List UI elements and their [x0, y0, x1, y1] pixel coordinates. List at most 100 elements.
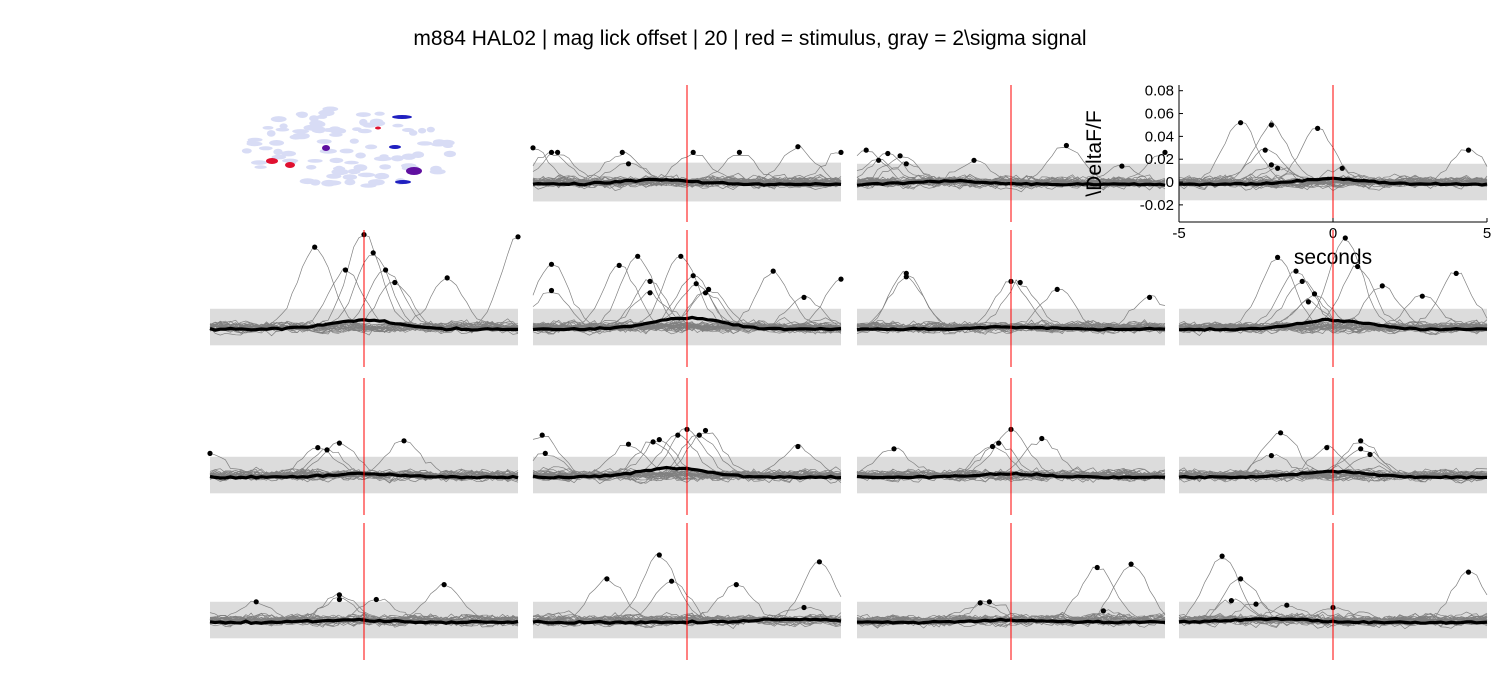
peak-marker: [690, 149, 696, 155]
peak-marker: [1094, 564, 1100, 571]
cell-blob-highlight: [402, 128, 414, 132]
peak-marker: [656, 552, 662, 558]
cell-blob: [344, 179, 356, 186]
peak-marker: [336, 440, 342, 446]
peak-marker: [816, 559, 823, 565]
peak-marker: [903, 161, 909, 167]
peak-marker: [863, 147, 869, 153]
cell-blob: [246, 140, 257, 144]
cell-blob: [429, 169, 446, 175]
y-tick-label: -0.02: [1140, 197, 1174, 214]
cell-blob: [344, 160, 359, 165]
peak-marker: [1039, 435, 1045, 442]
peak-marker: [678, 253, 684, 259]
peak-marker: [555, 149, 561, 155]
cell-blob: [307, 159, 323, 163]
x-tick-label: -5: [1172, 225, 1185, 242]
cell-blob-highlight: [285, 162, 295, 168]
peak-marker: [1275, 165, 1281, 171]
panel-15: [856, 523, 1166, 660]
peak-marker: [1311, 291, 1318, 297]
panel-16: [1178, 523, 1488, 660]
peak-marker: [315, 445, 321, 451]
cell-blob: [362, 122, 377, 128]
peak-marker: [542, 450, 548, 456]
peak-marker: [1017, 279, 1023, 286]
cell-blob: [374, 111, 385, 116]
peak-marker: [903, 274, 909, 280]
panel-1: [241, 106, 456, 188]
cell-blob: [358, 128, 372, 134]
peak-marker: [625, 441, 632, 447]
cell-blob: [271, 154, 287, 160]
cell-blob: [273, 148, 283, 156]
panel-8: [1178, 230, 1488, 367]
peak-marker: [1355, 263, 1361, 270]
y-tick-label: 0.06: [1145, 106, 1174, 123]
cell-blob: [417, 141, 433, 146]
cell-blob-highlight: [406, 167, 422, 175]
peak-marker: [548, 287, 555, 294]
peak-marker: [690, 273, 696, 279]
peak-marker: [795, 144, 801, 150]
cell-blob: [241, 148, 252, 154]
peak-marker: [1284, 602, 1290, 608]
peak-marker: [1278, 430, 1284, 436]
cell-blob: [281, 150, 296, 157]
cell-blob-highlight: [322, 145, 330, 151]
figure-title: m884 HAL02 | mag lick offset | 20 | red …: [413, 27, 1086, 50]
peak-marker: [876, 157, 882, 163]
cell-blob-highlight: [392, 115, 412, 119]
peak-marker: [619, 149, 625, 155]
cell-blob: [392, 123, 404, 128]
peak-marker: [669, 578, 675, 584]
peak-marker: [616, 262, 622, 268]
x-tick-label: 5: [1483, 225, 1491, 242]
peak-marker: [702, 290, 709, 296]
cell-blob: [334, 165, 344, 170]
peak-marker: [1358, 438, 1364, 444]
peak-marker: [989, 443, 996, 450]
panel-13: [209, 523, 519, 660]
panel-10: [532, 378, 842, 515]
peak-marker: [656, 437, 662, 443]
peak-marker: [971, 157, 977, 163]
y-tick-label: 0.02: [1145, 151, 1174, 168]
peak-marker: [1219, 553, 1225, 559]
peak-marker: [693, 281, 699, 287]
peak-marker: [342, 267, 349, 273]
cell-blob: [352, 127, 362, 131]
peak-marker: [1465, 569, 1472, 575]
peak-marker: [1162, 149, 1168, 155]
peak-marker: [336, 596, 342, 603]
peak-marker: [253, 599, 259, 605]
peak-marker: [977, 600, 983, 606]
cell-mask-image: [241, 106, 456, 188]
cell-blob: [426, 126, 435, 133]
peak-marker: [1299, 278, 1305, 284]
cell-blob: [339, 148, 354, 154]
panel-12: [1178, 378, 1488, 515]
cell-blob: [321, 179, 337, 187]
peak-marker: [1054, 286, 1060, 292]
peak-marker: [706, 286, 712, 292]
peak-marker: [635, 253, 641, 259]
peak-marker: [891, 446, 897, 452]
peak-marker: [1268, 162, 1274, 168]
peak-marker: [370, 250, 376, 256]
cell-blob: [347, 168, 361, 175]
peak-marker: [733, 582, 739, 588]
peak-marker: [801, 604, 807, 611]
peak-marker: [1379, 283, 1385, 289]
cell-blob: [316, 139, 332, 144]
peak-marker: [996, 440, 1002, 446]
cell-blob: [258, 146, 273, 151]
panel-9: [207, 378, 519, 515]
y-axis-label: \DeltaF/F: [1083, 110, 1106, 196]
peak-marker: [1453, 270, 1459, 276]
cell-blob-highlight: [443, 144, 453, 148]
peak-marker: [897, 153, 903, 159]
peak-marker: [392, 279, 398, 286]
